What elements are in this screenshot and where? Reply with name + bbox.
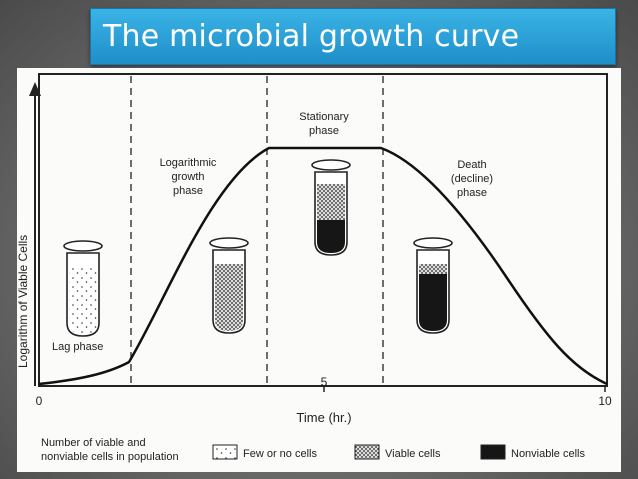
legend-nonviable-label: Nonviable cells [511, 448, 585, 460]
x-tick-label-10: 10 [598, 394, 612, 408]
death-phase-label-3: phase [457, 187, 487, 199]
legend-swatch-few [212, 444, 238, 460]
log-phase-label-2: growth [171, 171, 204, 183]
x-tick-label-5: 5 [321, 375, 328, 389]
test-tube-death [413, 237, 453, 334]
lag-phase-label: Lag phase [52, 341, 103, 353]
legend-swatch-viable [354, 444, 380, 460]
legend-few-label: Few or no cells [243, 448, 317, 460]
growth-curve [38, 146, 608, 386]
y-axis-label: Logarithm of Viable Cells [17, 235, 30, 368]
growth-curve-diagram: Logarithm of Viable Cells Lag phase Loga… [17, 68, 621, 472]
test-tube-stationary [311, 159, 351, 256]
death-phase-label-1: Death [457, 159, 486, 171]
x-tick-label-0: 0 [36, 394, 43, 408]
title-banner: The microbial growth curve [90, 8, 616, 65]
legend-swatch-nonviable [480, 444, 506, 460]
log-phase-label-1: Logarithmic [160, 157, 217, 169]
log-phase-label-3: phase [173, 185, 203, 197]
legend-caption-1: Number of viable and [41, 437, 146, 449]
death-phase-label-2: (decline) [451, 173, 493, 185]
test-tube-log [209, 237, 249, 334]
stationary-phase-label-1: Stationary [299, 111, 349, 123]
stationary-phase-label-2: phase [309, 125, 339, 137]
test-tube-lag [63, 240, 103, 337]
legend-caption-2: nonviable cells in population [41, 451, 179, 463]
x-axis-label: Time (hr.) [296, 410, 351, 425]
slide-title: The microbial growth curve [103, 19, 520, 54]
legend-viable-label: Viable cells [385, 448, 441, 460]
plot-frame [38, 73, 608, 387]
